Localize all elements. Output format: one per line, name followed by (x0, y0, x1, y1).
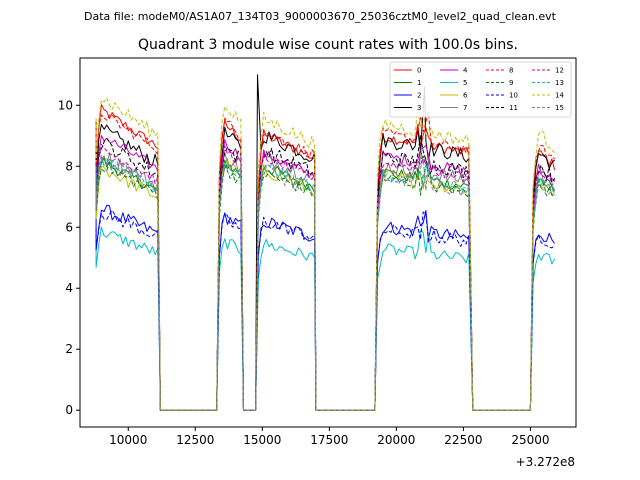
legend-label-3: 3 (417, 104, 421, 112)
x-tick-label: 10000 (109, 433, 147, 447)
x-tick-label: 17500 (310, 433, 348, 447)
series-line-3 (95, 74, 555, 411)
legend-label-8: 8 (509, 67, 513, 75)
series-layer (95, 74, 556, 411)
x-tick-label: 20000 (377, 433, 415, 447)
legend-label-12: 12 (555, 67, 564, 75)
legend-label-5: 5 (463, 79, 467, 87)
y-tick-label: 6 (65, 220, 73, 234)
x-offset-label: +3.272e8 (516, 455, 575, 469)
series-line-10 (95, 209, 555, 411)
x-tick-label: 22500 (444, 433, 482, 447)
suptitle: Data file: modeM0/AS1A07_134T03_90000036… (84, 10, 557, 23)
series-line-12 (95, 143, 556, 411)
legend-label-15: 15 (555, 104, 564, 112)
series-line-5 (95, 226, 556, 411)
legend-label-4: 4 (463, 67, 468, 75)
x-tick-label: 12500 (176, 433, 214, 447)
y-tick-label: 2 (65, 342, 73, 356)
chart-title: Quadrant 3 module wise count rates with … (138, 37, 518, 53)
y-tick-label: 8 (65, 159, 73, 173)
y-axis: 0 2 4 6 8 10 (58, 98, 80, 417)
y-tick-label: 10 (58, 98, 73, 112)
legend-label-11: 11 (509, 104, 518, 112)
legend-label-0: 0 (417, 67, 421, 75)
y-tick-label: 0 (65, 403, 73, 417)
series-line-11 (95, 135, 556, 411)
series-line-7 (95, 151, 556, 411)
legend-frame (389, 61, 572, 118)
legend-label-1: 1 (417, 79, 421, 87)
series-line-8 (95, 111, 555, 411)
legend-label-14: 14 (555, 92, 564, 100)
series-line-15 (95, 154, 555, 411)
x-tick-label: 15000 (243, 433, 281, 447)
series-line-2 (95, 204, 556, 411)
legend-label-6: 6 (463, 92, 468, 100)
y-tick-label: 4 (65, 281, 73, 295)
series-line-13 (95, 157, 556, 411)
plot-frame (79, 57, 577, 428)
legend-label-10: 10 (509, 92, 518, 100)
x-axis: 10000 12500 15000 17500 20000 22500 25000 (109, 427, 550, 447)
series-line-4 (95, 135, 555, 411)
legend-label-2: 2 (417, 92, 421, 100)
legend-label-7: 7 (463, 104, 467, 112)
series-line-14 (95, 97, 555, 411)
legend-label-13: 13 (555, 79, 564, 87)
x-tick-label: 25000 (511, 433, 549, 447)
legend-label-9: 9 (509, 79, 513, 87)
